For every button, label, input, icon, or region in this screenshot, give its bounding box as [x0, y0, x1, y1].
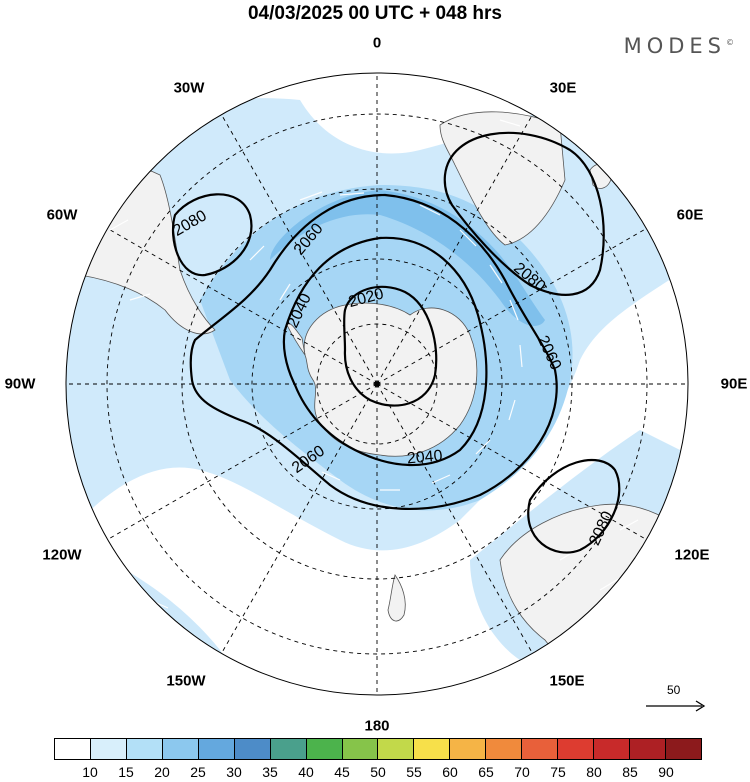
contour-2040 — [282, 236, 488, 467]
colorbar-tick-label: 85 — [622, 764, 638, 780]
colorbar — [54, 738, 702, 760]
colorbar-swatch — [630, 739, 666, 759]
colorbar-swatch — [90, 739, 127, 759]
colorbar-tick-label: 10 — [82, 764, 98, 780]
lon-label-180: 180 — [364, 717, 390, 735]
colorbar-swatch — [558, 739, 595, 759]
map-title: 04/03/2025 00 UTC + 048 hrs — [247, 3, 503, 24]
colorbar-tick-label: 80 — [586, 764, 602, 780]
lon-label-60w: 60W — [46, 206, 78, 224]
new-zealand — [387, 574, 406, 622]
colorbar-swatch — [234, 739, 271, 759]
lon-label-30e: 30E — [549, 79, 577, 97]
colorbar-swatch — [522, 739, 559, 759]
colorbar-tick-label: 60 — [442, 764, 458, 780]
contour-2060-outer — [189, 193, 558, 511]
contour-2080-east — [443, 131, 605, 296]
africa — [439, 111, 566, 246]
colorbar-tick-label: 15 — [118, 764, 134, 780]
map-boundary — [65, 72, 689, 696]
graticule — [66, 73, 688, 695]
reference-vector-value: 50 — [667, 683, 681, 697]
contour-label: 2040 — [406, 447, 443, 467]
reference-vector-arrow — [646, 700, 706, 712]
colorbar-swatch — [414, 739, 451, 759]
south-pole-marker — [374, 381, 380, 387]
contour-2080-southeast — [527, 458, 621, 554]
contours — [171, 131, 621, 554]
colorbar-tick-label: 70 — [514, 764, 530, 780]
tasmania — [519, 687, 546, 695]
colorbar-tick-label: 50 — [370, 764, 386, 780]
colorbar-tick-label: 65 — [478, 764, 494, 780]
colorbar-swatch — [665, 739, 701, 759]
colorbar-swatch — [162, 739, 199, 759]
brand-logo: MODES© — [623, 34, 734, 58]
colorbar-ticks: 10 15 20 25 30 35 40 45 50 55 60 65 70 75 80 85 90 — [54, 764, 702, 782]
colorbar-swatch — [270, 739, 307, 759]
colorbar-swatch — [486, 739, 523, 759]
colorbar-swatch — [198, 739, 235, 759]
lon-label-90w: 90W — [4, 375, 36, 393]
colorbar-swatch — [55, 739, 91, 759]
lon-label-90e: 90E — [720, 375, 748, 393]
lon-label-120w: 120W — [42, 546, 82, 564]
lon-label-150w: 150W — [166, 672, 206, 690]
colorbar-tick-label: 35 — [262, 764, 278, 780]
antarctica — [303, 302, 478, 457]
colorbar-swatch — [594, 739, 630, 759]
contour-2020 — [343, 285, 438, 407]
colorbar-tick-label: 30 — [226, 764, 242, 780]
colorbar-swatch — [450, 739, 487, 759]
colorbar-tick-label: 45 — [334, 764, 350, 780]
lon-label-30w: 30W — [173, 79, 205, 97]
colorbar-swatch — [126, 739, 163, 759]
colorbar-swatch — [306, 739, 343, 759]
lon-label-60e: 60E — [676, 206, 704, 224]
colorbar-swatch — [378, 739, 415, 759]
colorbar-tick-label: 90 — [658, 764, 674, 780]
colorbar-tick-label: 20 — [154, 764, 170, 780]
lon-label-150e: 150E — [549, 672, 585, 690]
colorbar-tick-label: 40 — [298, 764, 314, 780]
colorbar-tick-label: 55 — [406, 764, 422, 780]
colorbar-swatch — [342, 739, 379, 759]
colorbar-tick-label: 75 — [550, 764, 566, 780]
colorbar-tick-label: 25 — [190, 764, 206, 780]
contour-2080-west — [171, 193, 253, 277]
lon-label-120e: 120E — [674, 546, 710, 564]
lon-label-0: 0 — [372, 34, 382, 52]
